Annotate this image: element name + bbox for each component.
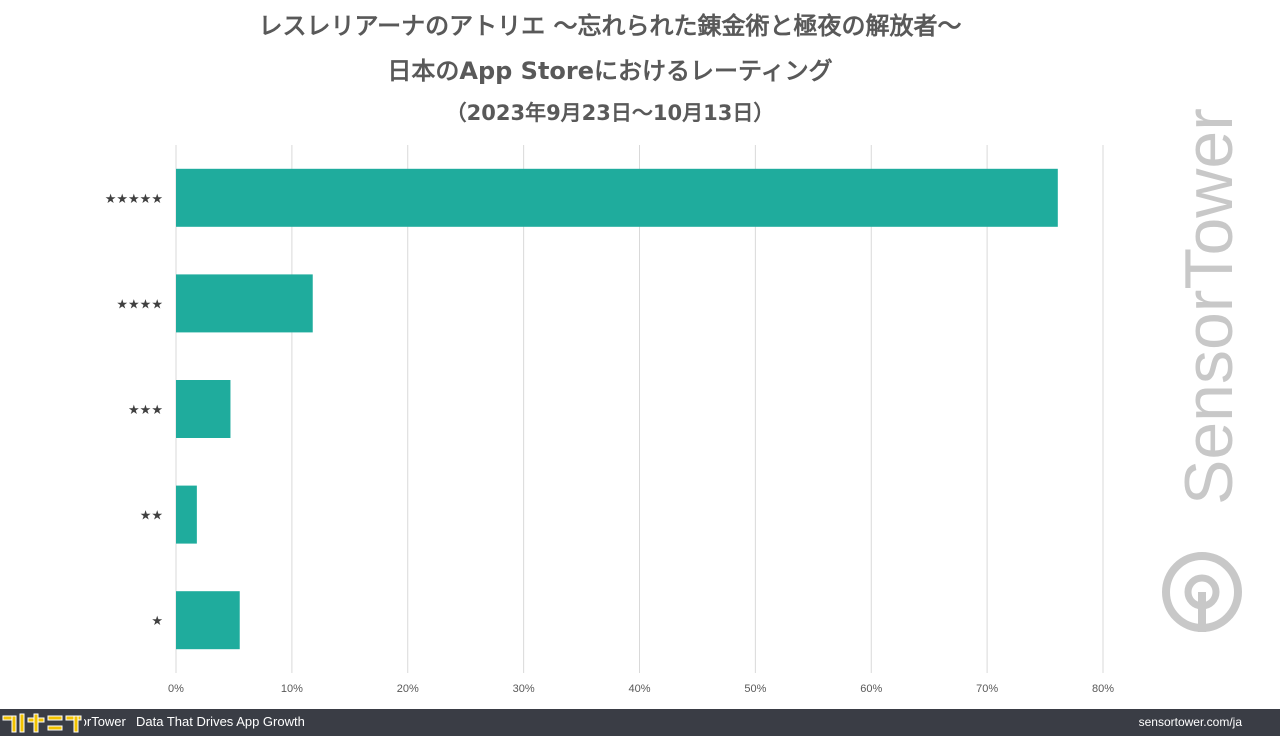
y-category-label: ★★★: [128, 403, 163, 418]
x-tick-label: 70%: [976, 683, 998, 695]
sensortower-watermark: SensorTower: [1162, 108, 1245, 632]
x-tick-label: 50%: [744, 683, 766, 695]
famitsu-logo: [0, 710, 84, 736]
x-tick-label: 30%: [513, 683, 535, 695]
y-category-label: ★★: [140, 509, 163, 524]
x-tick-label: 10%: [281, 683, 303, 695]
footer-tagline: Data That Drives App Growth: [136, 714, 305, 729]
x-tick-label: 0%: [168, 683, 184, 695]
chart-subtitle: 日本のApp Storeにおけるレーティング: [387, 57, 833, 85]
bar: [176, 168, 1058, 227]
x-tick-label: 60%: [860, 683, 882, 695]
footer-url[interactable]: sensortower.com/ja: [1138, 715, 1242, 729]
y-category-label: ★: [151, 614, 163, 629]
watermark-text: SensorTower: [1171, 108, 1245, 505]
bar: [176, 485, 197, 544]
footer-bar: SensorTower Data That Drives App Growth …: [0, 709, 1280, 736]
x-tick-label: 40%: [628, 683, 650, 695]
x-tick-label: 80%: [1092, 683, 1114, 695]
y-category-label: ★★★★: [116, 297, 163, 312]
y-category-label: ★★★★★: [105, 192, 163, 207]
bar: [176, 274, 313, 333]
bar: [176, 591, 240, 650]
watermark-logo-icon: [1162, 552, 1242, 632]
chart-title: レスレリアーナのアトリエ 〜忘れられた錬金術と極夜の解放者〜: [258, 12, 962, 40]
bar-chart: 0% 10% 20% 30% 40% 50% 60% 70% 80%★★★★★★★★★★★★★★…: [105, 145, 1114, 695]
chart-date-range: （2023年9月23日〜10月13日）: [445, 101, 775, 125]
bar: [176, 380, 231, 438]
x-tick-label: 20%: [397, 683, 419, 695]
